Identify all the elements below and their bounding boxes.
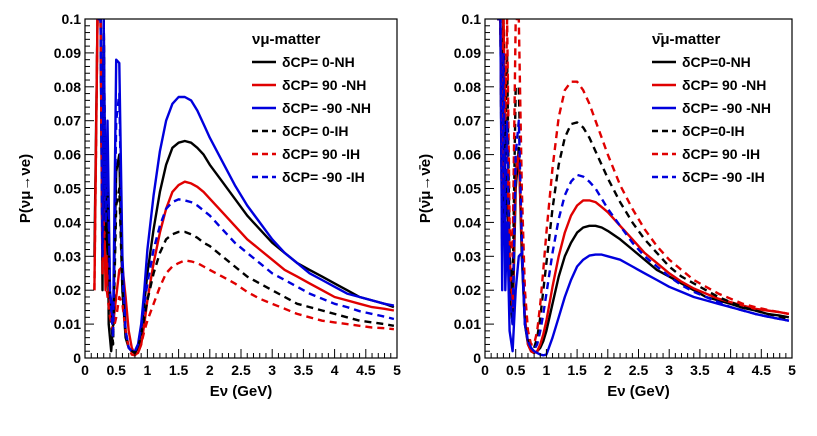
y-tick-label: 0 bbox=[473, 350, 481, 366]
x-tick-label: 4 bbox=[727, 362, 735, 378]
x-tick-label: 1 bbox=[144, 362, 152, 378]
y-tick-label: 0.08 bbox=[54, 79, 81, 95]
x-tick-label: 3.5 bbox=[690, 362, 710, 378]
series-group bbox=[93, 19, 395, 357]
legend: νμ-matter δCP= 0-NH δCP= 90 -NH δCP= -90 -N… bbox=[252, 31, 371, 185]
x-tick-label: 0.5 bbox=[106, 362, 126, 378]
legend-entry: δCP= 90 -IH bbox=[682, 146, 760, 162]
y-tick-label: 0.01 bbox=[54, 316, 81, 332]
legend-entry: δCP= -90 -IH bbox=[682, 169, 765, 185]
legend-entry: δCP=0-IH bbox=[682, 123, 745, 139]
legend-entry: δCP= 90 -IH bbox=[282, 146, 360, 162]
y-tick-label: 0.02 bbox=[454, 282, 481, 298]
y-tick-label: 0.09 bbox=[454, 45, 481, 61]
x-tick-label: 4 bbox=[331, 362, 339, 378]
x-tick-label: 2.5 bbox=[629, 362, 649, 378]
legend-entry: δCP= 90 -NH bbox=[682, 77, 766, 93]
legend-entry: δCP= 0-IH bbox=[282, 123, 348, 139]
x-tick-label: 0 bbox=[481, 362, 489, 378]
y-axis-label: P(ν̄μ→ν̄e) bbox=[417, 154, 434, 223]
y-tick-label: 0.08 bbox=[454, 79, 481, 95]
series-line-3 bbox=[497, 19, 790, 357]
legend-entry: δCP=0-NH bbox=[682, 54, 751, 70]
y-tick-label: 0.1 bbox=[62, 11, 82, 27]
y-tick-label: 0.05 bbox=[54, 181, 81, 197]
x-tick-label: 4.5 bbox=[752, 362, 772, 378]
y-tick-label: 0.02 bbox=[54, 282, 81, 298]
y-tick-label: 0.03 bbox=[54, 248, 81, 264]
series-line-1 bbox=[93, 19, 395, 355]
legend-entry: δCP= -90 -NH bbox=[682, 100, 771, 116]
x-tick-label: 2.5 bbox=[231, 362, 251, 378]
x-tick-label: 5 bbox=[788, 362, 796, 378]
y-tick-label: 0.07 bbox=[454, 113, 481, 129]
y-tick-label: 0.04 bbox=[454, 214, 481, 230]
legend-entry: δCP= 90 -NH bbox=[282, 77, 366, 93]
legend: ν̄μ-matter δCP=0-NH δCP= 90 -NH δCP= -90 -N… bbox=[652, 31, 771, 185]
series-line-6 bbox=[97, 19, 395, 353]
legend-entry: δCP= -90 -NH bbox=[282, 100, 371, 116]
y-tick-label: 0.09 bbox=[54, 45, 81, 61]
series-line-5 bbox=[497, 19, 790, 346]
y-tick-label: 0.03 bbox=[454, 248, 481, 264]
y-tick-label: 0.07 bbox=[54, 113, 81, 129]
x-tick-label: 3 bbox=[268, 362, 276, 378]
y-tick-label: 0.04 bbox=[54, 214, 81, 230]
x-tick-label: 2 bbox=[206, 362, 214, 378]
chart-panel-right: 0 0.5 1 1.5 2 2.5 3 3.5 4 4.5 5 0 0.01 0.02 0.03 0.04 0.… bbox=[417, 11, 796, 400]
y-tick-label: 0 bbox=[73, 350, 81, 366]
x-tick-label: 1 bbox=[543, 362, 551, 378]
y-tick-label: 0.1 bbox=[462, 11, 482, 27]
legend-entry: δCP= 0-NH bbox=[282, 54, 355, 70]
x-axis-label: Eν (GeV) bbox=[607, 383, 670, 400]
x-tick-label: 2 bbox=[604, 362, 612, 378]
y-tick-label: 0.05 bbox=[454, 181, 481, 197]
legend-title: ν̄μ-matter bbox=[652, 31, 721, 48]
y-tick-label: 0.01 bbox=[454, 316, 481, 332]
legend-entry: δCP= -90 -IH bbox=[282, 169, 365, 185]
x-tick-label: 4.5 bbox=[356, 362, 376, 378]
series-group bbox=[497, 19, 790, 357]
x-tick-label: 0 bbox=[81, 362, 89, 378]
y-tick-label: 0.06 bbox=[54, 147, 81, 163]
x-tick-label: 1.5 bbox=[567, 362, 587, 378]
chart-panel-left: 0 0.5 1 1.5 2 2.5 3 3.5 4 4.5 5 0 0.01 0.02 0.03 0.04 0.… bbox=[17, 11, 401, 400]
x-tick-label: 5 bbox=[393, 362, 401, 378]
x-tick-label: 3 bbox=[665, 362, 673, 378]
x-tick-label: 0.5 bbox=[506, 362, 526, 378]
x-tick-label: 1.5 bbox=[169, 362, 189, 378]
y-axis-label: P(νμ→νe) bbox=[17, 154, 34, 223]
x-tick-label: 3.5 bbox=[294, 362, 314, 378]
series-line-6 bbox=[497, 19, 790, 351]
y-tick-label: 0.06 bbox=[454, 147, 481, 163]
legend-title: νμ-matter bbox=[252, 31, 321, 48]
x-axis-label: Eν (GeV) bbox=[210, 383, 273, 400]
